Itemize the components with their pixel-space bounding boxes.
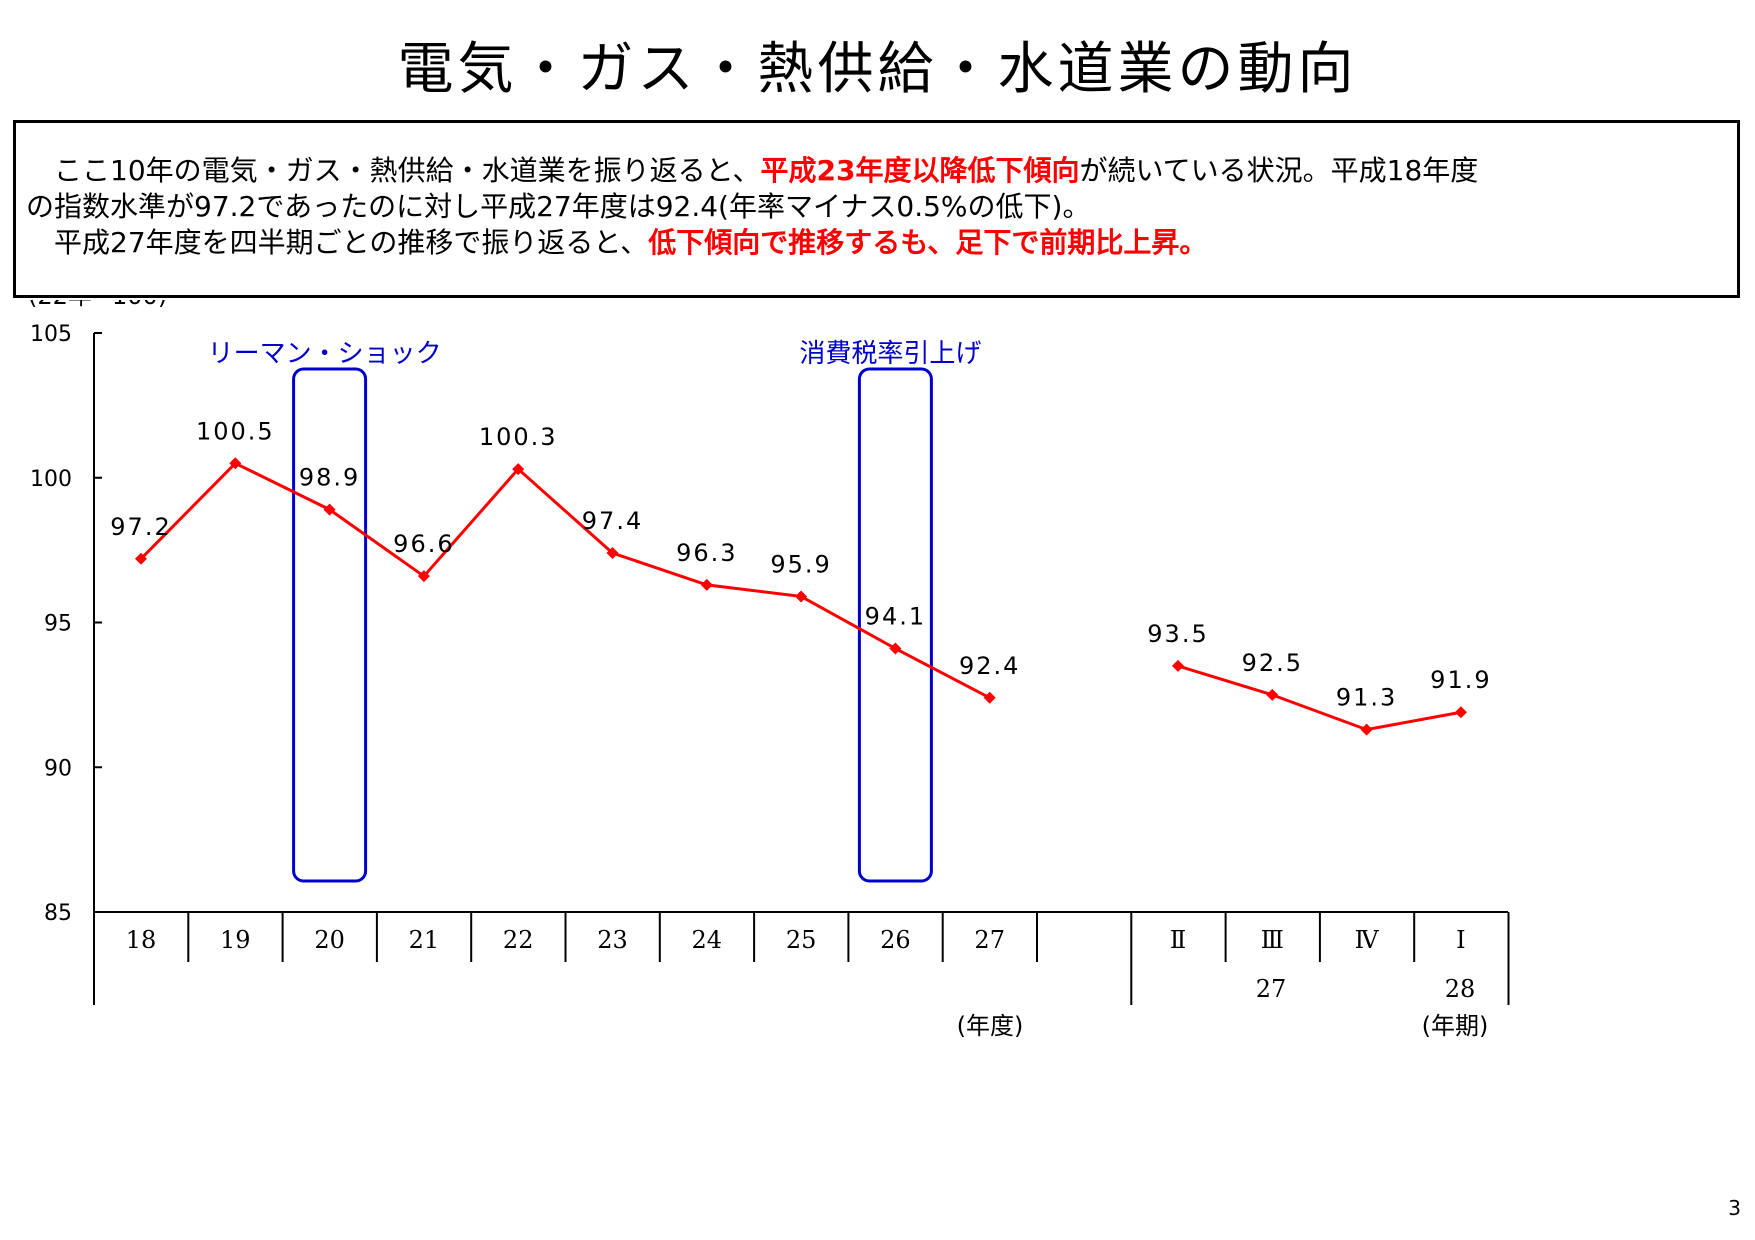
x-tick-label: Ⅰ xyxy=(1456,926,1465,954)
series-line-quarterly xyxy=(1177,664,1462,732)
summary-line-1: ここ10年の電気・ガス・熱供給・水道業を振り返ると、平成23年度以降低下傾向が続… xyxy=(26,153,1725,189)
y-tick-label: 105 xyxy=(30,322,72,347)
x-tick-label: Ⅱ xyxy=(1170,926,1186,954)
index-line-chart: 85 90 95 100 105 リーマン・ショック 消費税率引上げ 97.2 18 100.5 1… xyxy=(28,300,1510,1040)
x-tick-label: 20 xyxy=(314,926,345,954)
summary-highlight: 平成23年度以降低下傾向 xyxy=(760,154,1080,187)
page-number: 3 xyxy=(1728,1196,1741,1220)
data-label: 100.3 xyxy=(479,423,558,451)
data-label: 96.6 xyxy=(393,530,454,558)
y-tick-label: 100 xyxy=(30,467,72,492)
y-tick-label: 90 xyxy=(44,756,72,781)
year-label: 27 xyxy=(1256,975,1287,1003)
data-point-annual-22 xyxy=(512,463,525,476)
data-point-annual-21 xyxy=(417,570,430,583)
data-point-annual-18 xyxy=(135,552,147,565)
data-label: 94.1 xyxy=(865,603,926,631)
summary-text: ここ10年の電気・ガス・熱供給・水道業を振り返ると、 xyxy=(54,154,761,187)
data-label: 97.4 xyxy=(582,507,643,535)
data-label: 93.5 xyxy=(1147,620,1208,648)
x-tick-label: 24 xyxy=(692,926,723,954)
y-tick-label: 85 xyxy=(44,901,72,926)
data-point-quarterly-Ⅳ xyxy=(1360,723,1373,736)
x-tick-label: 26 xyxy=(880,926,911,954)
summary-text: が続いている状況。平成18年度 xyxy=(1079,154,1479,187)
data-label: 96.3 xyxy=(676,539,737,567)
series-line-annual xyxy=(139,461,991,700)
summary-highlight: 低下傾向で推移するも、足下で前期比上昇。 xyxy=(648,226,1208,259)
data-point-quarterly-Ⅰ xyxy=(1454,706,1467,719)
data-point-annual-27 xyxy=(983,691,996,704)
summary-line-2: の指数水準が97.2であったのに対し平成27年度は92.4(年率マイナス0.5%… xyxy=(26,190,1091,223)
data-label: 91.3 xyxy=(1336,684,1397,712)
x-tick-label: Ⅳ xyxy=(1355,926,1380,954)
x-tick-label: Ⅲ xyxy=(1261,926,1284,954)
page-title: 電気・ガス・熱供給・水道業の動向 xyxy=(397,37,1358,102)
data-point-annual-25 xyxy=(795,590,808,603)
data-point-quarterly-Ⅲ xyxy=(1266,688,1279,701)
x-tick-label: 21 xyxy=(409,926,440,954)
data-label: 91.9 xyxy=(1430,666,1491,694)
y-tick-label: 95 xyxy=(44,612,72,637)
x-tick-label: 22 xyxy=(503,926,534,954)
event-label-2: 消費税率引上げ xyxy=(799,339,981,369)
x-axis-unit-annual: (年度) xyxy=(957,1012,1024,1040)
data-label: 95.9 xyxy=(770,550,831,578)
y-axis-unit-label: (22年=100) xyxy=(28,300,167,310)
x-tick-label: 18 xyxy=(126,926,157,954)
event-label-1: リーマン・ショック xyxy=(208,339,442,369)
year-label: 28 xyxy=(1445,975,1476,1003)
x-tick-label: 27 xyxy=(974,926,1005,954)
x-axis-unit-quarterly: (年期) xyxy=(1422,1012,1489,1040)
data-point-quarterly-Ⅱ xyxy=(1172,659,1184,672)
data-point-annual-20 xyxy=(323,503,336,516)
data-label: 100.5 xyxy=(196,417,275,445)
data-point-annual-26 xyxy=(889,642,902,655)
summary-text: 平成27年度を四半期ごとの推移で振り返ると、 xyxy=(54,226,649,259)
summary-box: ここ10年の電気・ガス・熱供給・水道業を振り返ると、平成23年度以降低下傾向が続… xyxy=(13,120,1740,298)
data-label: 92.4 xyxy=(959,652,1020,680)
data-point-annual-19 xyxy=(229,457,242,470)
x-tick-label: 19 xyxy=(220,926,251,954)
data-label: 98.9 xyxy=(299,464,360,492)
data-label: 97.2 xyxy=(110,513,171,541)
data-point-annual-23 xyxy=(606,547,619,560)
event-box-1 xyxy=(292,367,368,883)
x-tick-label: 23 xyxy=(597,926,628,954)
data-label: 92.5 xyxy=(1242,649,1303,677)
summary-line-3: 平成27年度を四半期ごとの推移で振り返ると、低下傾向で推移するも、足下で前期比上… xyxy=(26,225,1725,261)
x-tick-label: 25 xyxy=(786,926,817,954)
data-point-annual-24 xyxy=(700,578,713,591)
event-box-2 xyxy=(857,367,933,883)
